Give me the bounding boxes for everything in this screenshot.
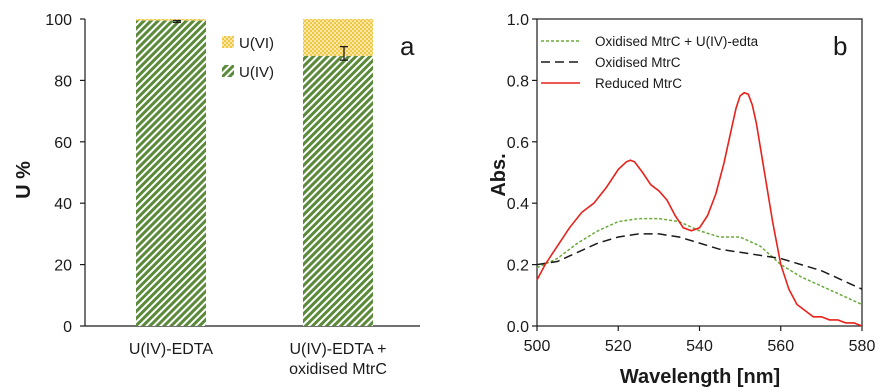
panel-a-bar-uvi <box>136 19 206 21</box>
panel-b-line-chart: Abs. 0.00.20.40.60.81.0 500 520 540 560 580 … <box>488 12 875 387</box>
panel-a-y-tick-label: 20 <box>54 258 72 275</box>
panel-b-letter: b <box>833 31 847 61</box>
panel-a-x-label: U(IV)-EDTA <box>129 341 213 358</box>
panel-b-y-tick-label: 0.6 <box>507 135 529 152</box>
panel-b-legend: Oxidised MtrC + U(IV)-edta Oxidised MtrC R… <box>541 34 759 91</box>
panel-b-series-lines <box>536 91 863 327</box>
panel-b-plot-frame <box>536 18 863 327</box>
panel-b-ylabel: Abs. <box>488 153 510 196</box>
panel-a-y-ticks: 0 20 40 60 80 100 <box>45 12 85 336</box>
panel-b-y-tick-label: 0.2 <box>507 258 529 275</box>
panel-b-line-oxidised-mtrc <box>536 233 863 290</box>
panel-b-x-ticks: 500 520 540 560 580 <box>524 326 876 355</box>
panel-a-bar-uiv <box>303 55 373 327</box>
panel-b-y-ticks: 0.0 0.2 0.4 0.6 0.8 1.0 <box>507 12 537 336</box>
panel-a-bars <box>136 19 373 327</box>
panel-a-y-tick-label: 60 <box>54 135 72 152</box>
panel-a-x-labels: U(IV)-EDTA U(IV)-EDTA + oxidised MtrC <box>129 341 387 378</box>
panel-b-y-tick-label: 1.0 <box>507 12 529 29</box>
panel-a-legend-swatch <box>222 65 234 77</box>
panel-a-error-bar <box>340 45 348 61</box>
panel-b-xlabel: Wavelength [nm] <box>620 366 780 387</box>
panel-a-legend: U(VI) U(IV) <box>222 35 274 81</box>
panel-a-error-bar <box>173 19 181 24</box>
panel-b-y-tick-label: 0.8 <box>507 73 529 90</box>
panel-b-line-oxidised-mtrc-u-iv-edta <box>536 217 863 306</box>
panel-a-letter: a <box>400 31 415 61</box>
panel-b-y-tick-label: 0.0 <box>507 319 529 336</box>
panel-b-legend-label: Oxidised MtrC + U(IV)-edta <box>595 34 759 49</box>
panel-a-x-label: U(IV)-EDTA + oxidised MtrC <box>289 341 387 378</box>
panel-a-bar-chart: U % 0 20 40 60 80 100 U(IV)-EDTA U(IV)-EDTA + o… <box>13 12 420 378</box>
panel-b-x-tick-label: 580 <box>849 338 876 355</box>
panel-a-legend-label: U(IV) <box>239 64 274 81</box>
panel-a-legend-swatch <box>222 36 234 48</box>
panel-b-x-tick-label: 560 <box>767 338 794 355</box>
panel-b-legend-label: Reduced MtrC <box>595 76 682 91</box>
panel-b-y-tick-label: 0.4 <box>507 196 529 213</box>
panel-b-line-reduced-mtrc <box>536 91 863 327</box>
panel-a-bar-uiv <box>136 20 206 326</box>
panel-a-legend-label: U(VI) <box>239 35 274 52</box>
panel-a-y-tick-label: 40 <box>54 196 72 213</box>
panel-a-bar-uvi <box>303 19 373 56</box>
panel-a-error-bars <box>173 19 348 61</box>
panel-a-y-tick-label: 100 <box>45 12 72 29</box>
panel-a-ylabel: U % <box>13 161 35 199</box>
panel-b-legend-label: Oxidised MtrC <box>595 55 681 70</box>
panel-b-x-tick-label: 520 <box>605 338 632 355</box>
panel-a-y-tick-label: 80 <box>54 73 72 90</box>
panel-a-y-tick-label: 0 <box>63 319 72 336</box>
panel-b-x-tick-label: 540 <box>686 338 713 355</box>
panel-b-x-tick-label: 500 <box>524 338 551 355</box>
